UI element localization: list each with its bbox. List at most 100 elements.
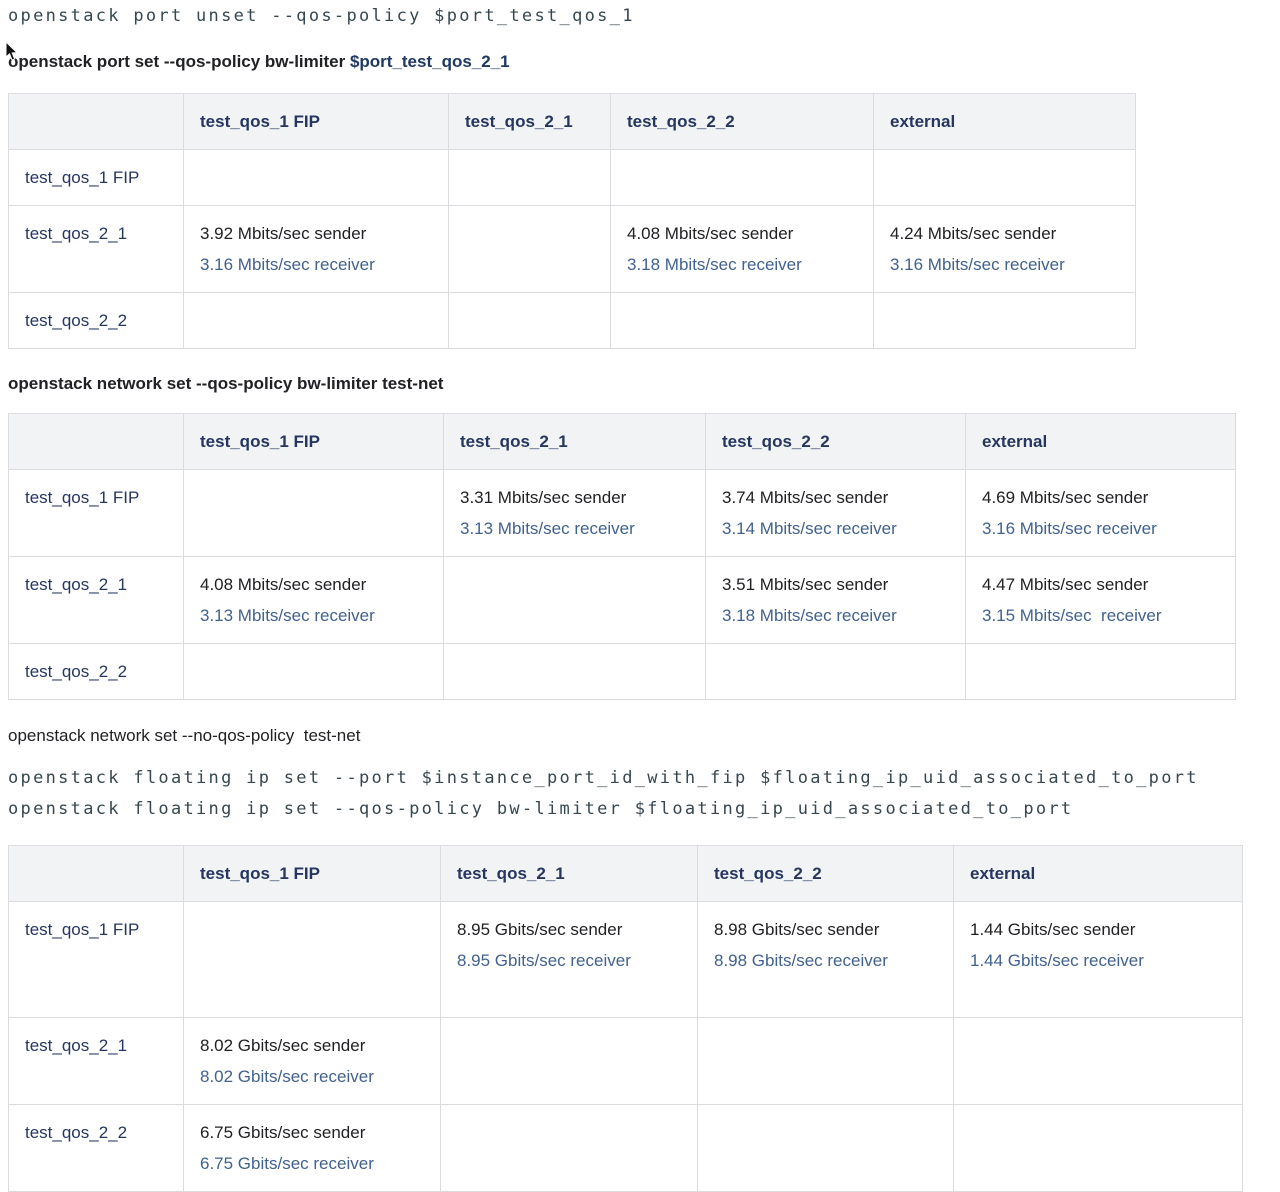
table-cell: 3.31 Mbits/sec sender 3.13 Mbits/sec rece…	[443, 469, 706, 557]
column-header-empty	[8, 93, 184, 150]
sender-value: 3.31 Mbits/sec sender	[460, 488, 627, 507]
row-label-cell: test_qos_2_1	[8, 205, 184, 293]
table-cell	[697, 1104, 954, 1192]
column-header: test_qos_1 FIP	[183, 845, 441, 902]
code-block-floating-ip: openstack floating ip set --port $instan…	[8, 763, 1280, 825]
table-cell	[953, 1104, 1243, 1192]
table-row: test_qos_2_2	[8, 292, 1136, 349]
sender-value: 3.51 Mbits/sec sender	[722, 575, 889, 594]
table-cell	[610, 149, 874, 206]
table-cell	[697, 1017, 954, 1105]
receiver-value: 6.75 Gbits/sec receiver	[200, 1154, 374, 1173]
column-header-empty	[8, 413, 184, 470]
column-header-empty	[8, 845, 184, 902]
sender-value: 8.95 Gbits/sec sender	[457, 920, 623, 939]
row-label-cell: test_qos_1 FIP	[8, 901, 184, 1018]
sender-value: 8.02 Gbits/sec sender	[200, 1036, 366, 1055]
table-cell: 8.02 Gbits/sec sender 8.02 Gbits/sec rece…	[183, 1017, 441, 1105]
heading-port-set-variable: $port_test_qos_2_1	[349, 52, 510, 71]
table-row: test_qos_2_1 3.92 Mbits/sec sender 3.16 M…	[8, 205, 1136, 293]
table-cell	[183, 901, 441, 1018]
table-cell	[953, 1017, 1243, 1105]
receiver-value: 3.13 Mbits/sec receiver	[200, 606, 375, 625]
table-cell: 8.98 Gbits/sec sender 8.98 Gbits/sec rece…	[697, 901, 954, 1018]
table-cell: 3.74 Mbits/sec sender 3.14 Mbits/sec rece…	[705, 469, 966, 557]
receiver-value: 3.18 Mbits/sec receiver	[627, 255, 802, 274]
column-header: test_qos_2_2	[705, 413, 966, 470]
sender-value: 8.98 Gbits/sec sender	[714, 920, 880, 939]
receiver-value: 8.98 Gbits/sec receiver	[714, 951, 888, 970]
table-cell	[443, 643, 706, 700]
column-header: test_qos_2_1	[443, 413, 706, 470]
table-cell: 4.47 Mbits/sec sender 3.15 Mbits/sec rece…	[965, 556, 1236, 644]
table-cell: 1.44 Gbits/sec sender 1.44 Gbits/sec rece…	[953, 901, 1243, 1018]
table-cell: 4.24 Mbits/sec sender 3.16 Mbits/sec rece…	[873, 205, 1136, 293]
table-row: test_qos_2_1 8.02 Gbits/sec sender 8.02 G…	[8, 1017, 1243, 1105]
receiver-value: 3.13 Mbits/sec receiver	[460, 519, 635, 538]
sender-value: 4.24 Mbits/sec sender	[890, 224, 1057, 243]
table-row: test_qos_2_2	[8, 643, 1236, 700]
receiver-value: 3.14 Mbits/sec receiver	[722, 519, 897, 538]
results-table-floating-ip: test_qos_1 FIP test_qos_2_1 test_qos_2_2…	[8, 845, 1243, 1192]
table-header-row: test_qos_1 FIP test_qos_2_1 test_qos_2_2…	[8, 413, 1236, 470]
table-cell	[448, 292, 611, 349]
code-line-floating-ip-qos: openstack floating ip set --qos-policy b…	[8, 799, 1074, 819]
receiver-value: 8.95 Gbits/sec receiver	[457, 951, 631, 970]
table-cell	[183, 149, 449, 206]
sender-value: 3.92 Mbits/sec sender	[200, 224, 367, 243]
table-cell: 4.69 Mbits/sec sender 3.16 Mbits/sec rece…	[965, 469, 1236, 557]
table-cell: 8.95 Gbits/sec sender 8.95 Gbits/sec rece…	[440, 901, 698, 1018]
receiver-value: 3.16 Mbits/sec receiver	[890, 255, 1065, 274]
table-cell	[440, 1017, 698, 1105]
table-row: test_qos_2_2 6.75 Gbits/sec sender 6.75 G…	[8, 1104, 1243, 1192]
row-label-cell: test_qos_2_2	[8, 643, 184, 700]
receiver-value: 3.16 Mbits/sec receiver	[200, 255, 375, 274]
results-table-port-set: test_qos_1 FIP test_qos_2_1 test_qos_2_2…	[8, 93, 1136, 349]
table-cell: 4.08 Mbits/sec sender 3.18 Mbits/sec rece…	[610, 205, 874, 293]
table-row: test_qos_1 FIP 8.95 Gbits/sec sender 8.95…	[8, 901, 1243, 1018]
table-cell	[440, 1104, 698, 1192]
row-label-cell: test_qos_2_2	[8, 292, 184, 349]
sender-value: 4.47 Mbits/sec sender	[982, 575, 1149, 594]
column-header: test_qos_2_1	[440, 845, 698, 902]
row-label-cell: test_qos_2_1	[8, 1017, 184, 1105]
table-cell: 3.92 Mbits/sec sender 3.16 Mbits/sec rece…	[183, 205, 449, 293]
column-header: test_qos_2_2	[610, 93, 874, 150]
column-header: test_qos_1 FIP	[183, 413, 444, 470]
row-label-cell: test_qos_2_1	[8, 556, 184, 644]
table-cell: 3.51 Mbits/sec sender 3.18 Mbits/sec rece…	[705, 556, 966, 644]
table-row: test_qos_1 FIP 3.31 Mbits/sec sender 3.13…	[8, 469, 1236, 557]
receiver-value: 8.02 Gbits/sec receiver	[200, 1067, 374, 1086]
sender-value: 4.69 Mbits/sec sender	[982, 488, 1149, 507]
receiver-value: 3.15 Mbits/sec receiver	[982, 606, 1162, 625]
column-header: test_qos_2_2	[697, 845, 954, 902]
sender-value: 3.74 Mbits/sec sender	[722, 488, 889, 507]
receiver-value: 1.44 Gbits/sec receiver	[970, 951, 1144, 970]
code-line-port-unset: openstack port unset --qos-policy $port_…	[8, 6, 635, 26]
table-cell	[965, 643, 1236, 700]
column-header: external	[953, 845, 1243, 902]
sender-value: 1.44 Gbits/sec sender	[970, 920, 1136, 939]
column-header: test_qos_2_1	[448, 93, 611, 150]
results-table-network-set: test_qos_1 FIP test_qos_2_1 test_qos_2_2…	[8, 413, 1236, 700]
row-label-cell: test_qos_2_2	[8, 1104, 184, 1192]
sender-value: 6.75 Gbits/sec sender	[200, 1123, 366, 1142]
table-cell	[448, 205, 611, 293]
table-cell	[610, 292, 874, 349]
receiver-value: 3.16 Mbits/sec receiver	[982, 519, 1157, 538]
table-cell	[873, 292, 1136, 349]
table-cell: 4.08 Mbits/sec sender 3.13 Mbits/sec rece…	[183, 556, 444, 644]
column-header: test_qos_1 FIP	[183, 93, 449, 150]
row-label-cell: test_qos_1 FIP	[8, 149, 184, 206]
sender-value: 4.08 Mbits/sec sender	[200, 575, 367, 594]
table-cell	[705, 643, 966, 700]
heading-port-set-prefix: openstack port set --qos-policy bw-limit…	[8, 52, 350, 71]
code-line-floating-ip-port: openstack floating ip set --port $instan…	[8, 768, 1199, 788]
table-cell: 6.75 Gbits/sec sender 6.75 Gbits/sec rece…	[183, 1104, 441, 1192]
table-row: test_qos_2_1 4.08 Mbits/sec sender 3.13 M…	[8, 556, 1236, 644]
row-label-cell: test_qos_1 FIP	[8, 469, 184, 557]
table-cell	[443, 556, 706, 644]
column-header: external	[873, 93, 1136, 150]
table-cell	[873, 149, 1136, 206]
